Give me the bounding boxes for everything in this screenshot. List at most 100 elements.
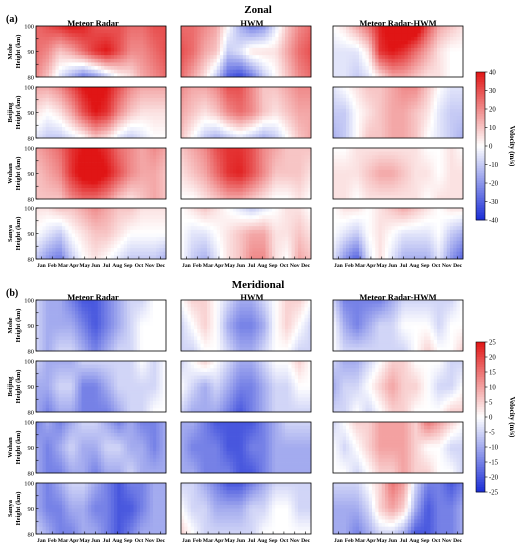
contour-cell <box>349 105 353 110</box>
contour-cell <box>149 87 154 91</box>
contour-cell <box>342 158 347 163</box>
contour-cell <box>381 66 386 71</box>
contour-cell <box>372 184 376 189</box>
contour-cell <box>368 36 373 41</box>
contour-cell <box>304 188 309 193</box>
contour-cell <box>127 119 131 124</box>
contour-cell <box>424 33 428 38</box>
contour-cell <box>203 119 208 124</box>
contour-cell <box>52 90 56 95</box>
contour-cell <box>362 94 366 99</box>
contour-cell <box>456 29 461 34</box>
contour-cell <box>130 51 134 56</box>
contour-cell <box>411 184 415 189</box>
contour-cell <box>140 29 144 34</box>
contour-cell <box>249 44 253 49</box>
contour-cell <box>101 29 105 34</box>
contour-cell <box>307 119 312 124</box>
contour-cell <box>278 108 283 113</box>
contour-cell <box>36 112 40 117</box>
contour-cell <box>104 134 108 139</box>
contour-cell <box>437 177 441 182</box>
contour-cell <box>385 105 389 110</box>
contour-cell <box>285 69 289 74</box>
contour-cell <box>181 58 185 63</box>
contour-cell <box>55 36 60 41</box>
contour-cell <box>355 73 360 78</box>
contour-cell <box>187 33 192 38</box>
contour-cell <box>275 191 279 196</box>
contour-cell <box>94 173 99 178</box>
contour-cell <box>45 112 50 117</box>
contour-cell <box>285 188 289 193</box>
contour-cell <box>130 116 134 121</box>
contour-cell <box>378 155 383 160</box>
contour-cell <box>190 148 195 152</box>
contour-cell <box>184 73 188 78</box>
contour-cell <box>275 173 279 178</box>
contour-cell <box>249 177 253 182</box>
contour-cell <box>437 108 441 113</box>
contour-cell <box>75 151 79 156</box>
contour-cell <box>184 184 188 189</box>
contour-cell <box>420 158 425 163</box>
contour-cell <box>91 108 95 113</box>
contour-cell <box>278 94 283 99</box>
contour-cell <box>411 66 415 71</box>
contour-cell <box>307 33 312 38</box>
contour-cell <box>401 155 405 160</box>
contour-cell <box>187 62 192 67</box>
contour-cell <box>190 101 195 106</box>
contour-cell <box>291 188 296 193</box>
contour-cell <box>272 62 276 67</box>
contour-cell <box>355 134 360 139</box>
contour-cell <box>372 90 376 95</box>
contour-cell <box>207 36 211 41</box>
contour-cell <box>381 184 386 189</box>
contour-cell <box>117 162 121 167</box>
contour-cell <box>210 33 214 38</box>
contour-cell <box>394 119 399 124</box>
contour-cell <box>94 184 99 189</box>
contour-cell <box>265 188 270 193</box>
contour-cell <box>117 177 121 182</box>
contour-cell <box>304 69 309 74</box>
contour-cell <box>355 62 360 67</box>
contour-cell <box>404 94 409 99</box>
contour-cell <box>236 105 240 110</box>
contour-cell <box>246 51 250 56</box>
contour-cell <box>107 148 112 152</box>
contour-cell <box>378 162 383 167</box>
contour-cell <box>181 44 185 49</box>
contour-cell <box>281 180 286 185</box>
contour-cell <box>443 66 448 71</box>
contour-cell <box>342 97 347 102</box>
contour-cell <box>278 36 283 41</box>
contour-cell <box>181 180 185 185</box>
contour-cell <box>94 36 99 41</box>
contour-cell <box>68 130 73 135</box>
contour-cell <box>411 55 415 60</box>
contour-cell <box>378 177 383 182</box>
contour-cell <box>123 195 128 200</box>
contour-cell <box>194 90 198 95</box>
contour-cell <box>456 36 461 41</box>
contour-cell <box>181 55 185 60</box>
contour-cell <box>427 173 431 178</box>
contour-cell <box>272 169 276 174</box>
contour-cell <box>62 73 66 78</box>
y-tick-label: 80 <box>28 197 35 204</box>
contour-cell <box>255 195 260 200</box>
contour-cell <box>388 155 392 160</box>
contour-cell <box>45 177 50 182</box>
contour-cell <box>194 108 198 113</box>
contour-cell <box>262 90 266 95</box>
contour-cell <box>91 134 95 139</box>
contour-cell <box>75 162 79 167</box>
contour-cell <box>453 123 457 128</box>
contour-cell <box>107 73 112 78</box>
contour-cell <box>101 33 105 38</box>
contour-cell <box>101 123 105 128</box>
contour-cell <box>346 188 350 193</box>
contour-cell <box>190 87 195 91</box>
